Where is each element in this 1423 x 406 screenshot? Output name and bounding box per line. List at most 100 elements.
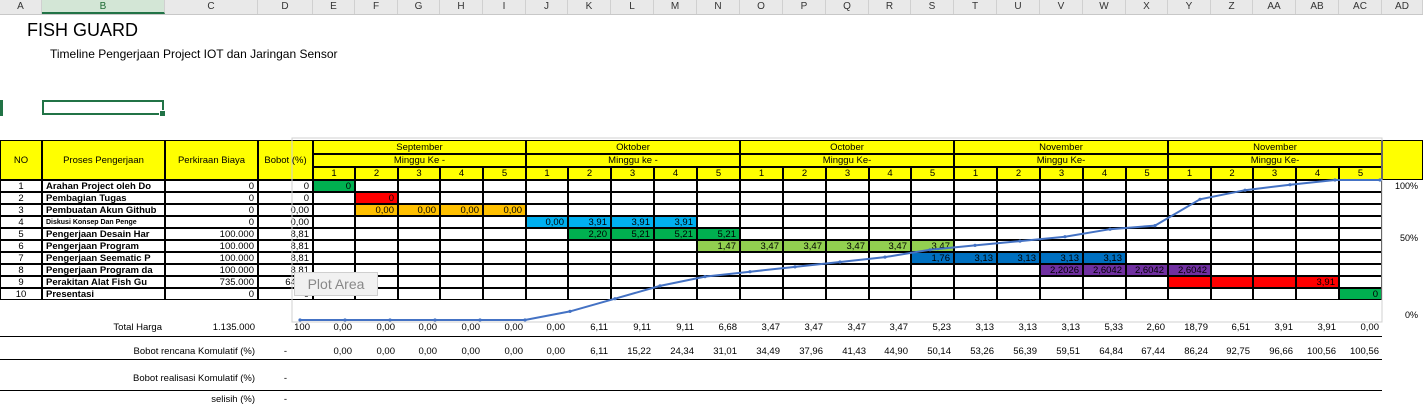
rencana-week[interactable]: 41,43 [842, 346, 866, 357]
week-cell[interactable] [1126, 192, 1168, 204]
rencana-week[interactable]: 92,75 [1226, 346, 1250, 357]
gantt-bar-cell[interactable]: 0,00 [398, 204, 440, 216]
week-number[interactable]: 1 [740, 167, 783, 180]
rencana-week[interactable]: 56,39 [1013, 346, 1037, 357]
gantt-bar-cell[interactable]: 0,00 [526, 216, 568, 228]
week-cell[interactable] [869, 216, 911, 228]
week-number[interactable]: 2 [568, 167, 611, 180]
week-cell[interactable] [398, 180, 440, 192]
week-number[interactable]: 5 [1126, 167, 1168, 180]
task-no[interactable]: 1 [0, 180, 42, 192]
task-no[interactable]: 9 [0, 276, 42, 288]
week-number[interactable]: 4 [869, 167, 911, 180]
week-cell[interactable] [1339, 228, 1382, 240]
gantt-bar-cell[interactable]: 1,76 [911, 252, 954, 264]
week-cell[interactable] [869, 228, 911, 240]
week-cell[interactable] [1040, 192, 1083, 204]
task-biaya[interactable]: 735.000 [165, 276, 258, 288]
week-cell[interactable] [911, 288, 954, 300]
week-cell[interactable] [313, 192, 355, 204]
rencana-week[interactable]: 67,44 [1141, 346, 1165, 357]
week-cell[interactable] [954, 228, 997, 240]
task-biaya[interactable]: 100.000 [165, 264, 258, 276]
week-cell[interactable] [911, 216, 954, 228]
week-cell[interactable] [826, 228, 869, 240]
week-cell[interactable] [526, 204, 568, 216]
week-cell[interactable] [654, 252, 697, 264]
week-label-header[interactable]: Minggu Ke- [1168, 154, 1382, 167]
week-cell[interactable] [398, 192, 440, 204]
gantt-bar-cell[interactable]: 3,13 [954, 252, 997, 264]
week-cell[interactable] [1296, 192, 1339, 204]
task-no[interactable]: 10 [0, 288, 42, 300]
task-biaya[interactable]: 100.000 [165, 240, 258, 252]
week-cell[interactable] [568, 192, 611, 204]
gantt-bar-cell[interactable] [1211, 276, 1253, 288]
total-week[interactable]: 9,11 [676, 322, 694, 333]
week-cell[interactable] [826, 192, 869, 204]
task-biaya[interactable]: 0 [165, 216, 258, 228]
week-cell[interactable] [1253, 252, 1296, 264]
total-week[interactable]: 3,91 [1317, 322, 1337, 333]
task-no[interactable]: 6 [0, 240, 42, 252]
week-cell[interactable] [568, 180, 611, 192]
total-week[interactable]: 3,47 [761, 322, 781, 333]
gantt-bar-cell[interactable]: 2,6042 [1168, 264, 1211, 276]
task-no[interactable]: 3 [0, 204, 42, 216]
header-bobot[interactable]: Bobot (%) [258, 140, 313, 180]
week-cell[interactable] [483, 192, 526, 204]
week-cell[interactable] [526, 180, 568, 192]
gantt-bar-cell[interactable]: 3,47 [826, 240, 869, 252]
week-cell[interactable] [483, 264, 526, 276]
task-name[interactable]: Arahan Project oleh Do [42, 180, 165, 192]
column-header-n[interactable]: N [697, 0, 740, 14]
week-cell[interactable] [1253, 204, 1296, 216]
gantt-bar-cell[interactable]: 3,13 [1040, 252, 1083, 264]
week-cell[interactable] [1168, 288, 1211, 300]
total-week[interactable]: 3,13 [975, 322, 995, 333]
total-week[interactable]: 5,23 [932, 322, 952, 333]
week-cell[interactable] [1339, 216, 1382, 228]
week-cell[interactable] [997, 240, 1040, 252]
gantt-bar-cell[interactable]: 3,47 [911, 240, 954, 252]
week-cell[interactable] [568, 240, 611, 252]
rencana-week[interactable]: 64,84 [1099, 346, 1123, 357]
week-cell[interactable] [1211, 240, 1253, 252]
total-week[interactable]: 0,00 [333, 322, 353, 333]
week-cell[interactable] [313, 240, 355, 252]
total-week[interactable]: 6,11 [590, 322, 608, 333]
week-cell[interactable] [611, 288, 654, 300]
week-cell[interactable] [826, 216, 869, 228]
task-no[interactable]: 2 [0, 192, 42, 204]
gantt-bar-cell[interactable]: 0,00 [440, 204, 483, 216]
week-cell[interactable] [783, 192, 826, 204]
week-cell[interactable] [483, 276, 526, 288]
chart-axis-label[interactable]: 0% [1404, 310, 1418, 320]
week-cell[interactable] [355, 180, 398, 192]
week-cell[interactable] [1083, 276, 1126, 288]
week-cell[interactable] [1211, 288, 1253, 300]
week-cell[interactable] [483, 240, 526, 252]
week-cell[interactable] [740, 228, 783, 240]
gantt-bar-cell[interactable]: 0 [313, 180, 355, 192]
week-cell[interactable] [740, 252, 783, 264]
task-bobot[interactable]: 0,00 [258, 216, 313, 228]
total-week[interactable]: 6,51 [1231, 322, 1251, 333]
week-number[interactable]: 5 [483, 167, 526, 180]
week-cell[interactable] [483, 180, 526, 192]
week-number[interactable]: 2 [355, 167, 398, 180]
total-week[interactable]: 3,47 [889, 322, 909, 333]
week-cell[interactable] [783, 204, 826, 216]
task-biaya[interactable]: 0 [165, 204, 258, 216]
week-cell[interactable] [1211, 252, 1253, 264]
week-cell[interactable] [568, 252, 611, 264]
rencana-week[interactable]: 0,00 [418, 346, 438, 357]
week-cell[interactable] [1126, 288, 1168, 300]
task-biaya[interactable]: 0 [165, 192, 258, 204]
week-cell[interactable] [440, 192, 483, 204]
data-point[interactable] [568, 309, 572, 313]
column-header-c[interactable]: C [165, 0, 258, 14]
week-cell[interactable] [1339, 192, 1382, 204]
week-cell[interactable] [869, 180, 911, 192]
week-cell[interactable] [783, 180, 826, 192]
